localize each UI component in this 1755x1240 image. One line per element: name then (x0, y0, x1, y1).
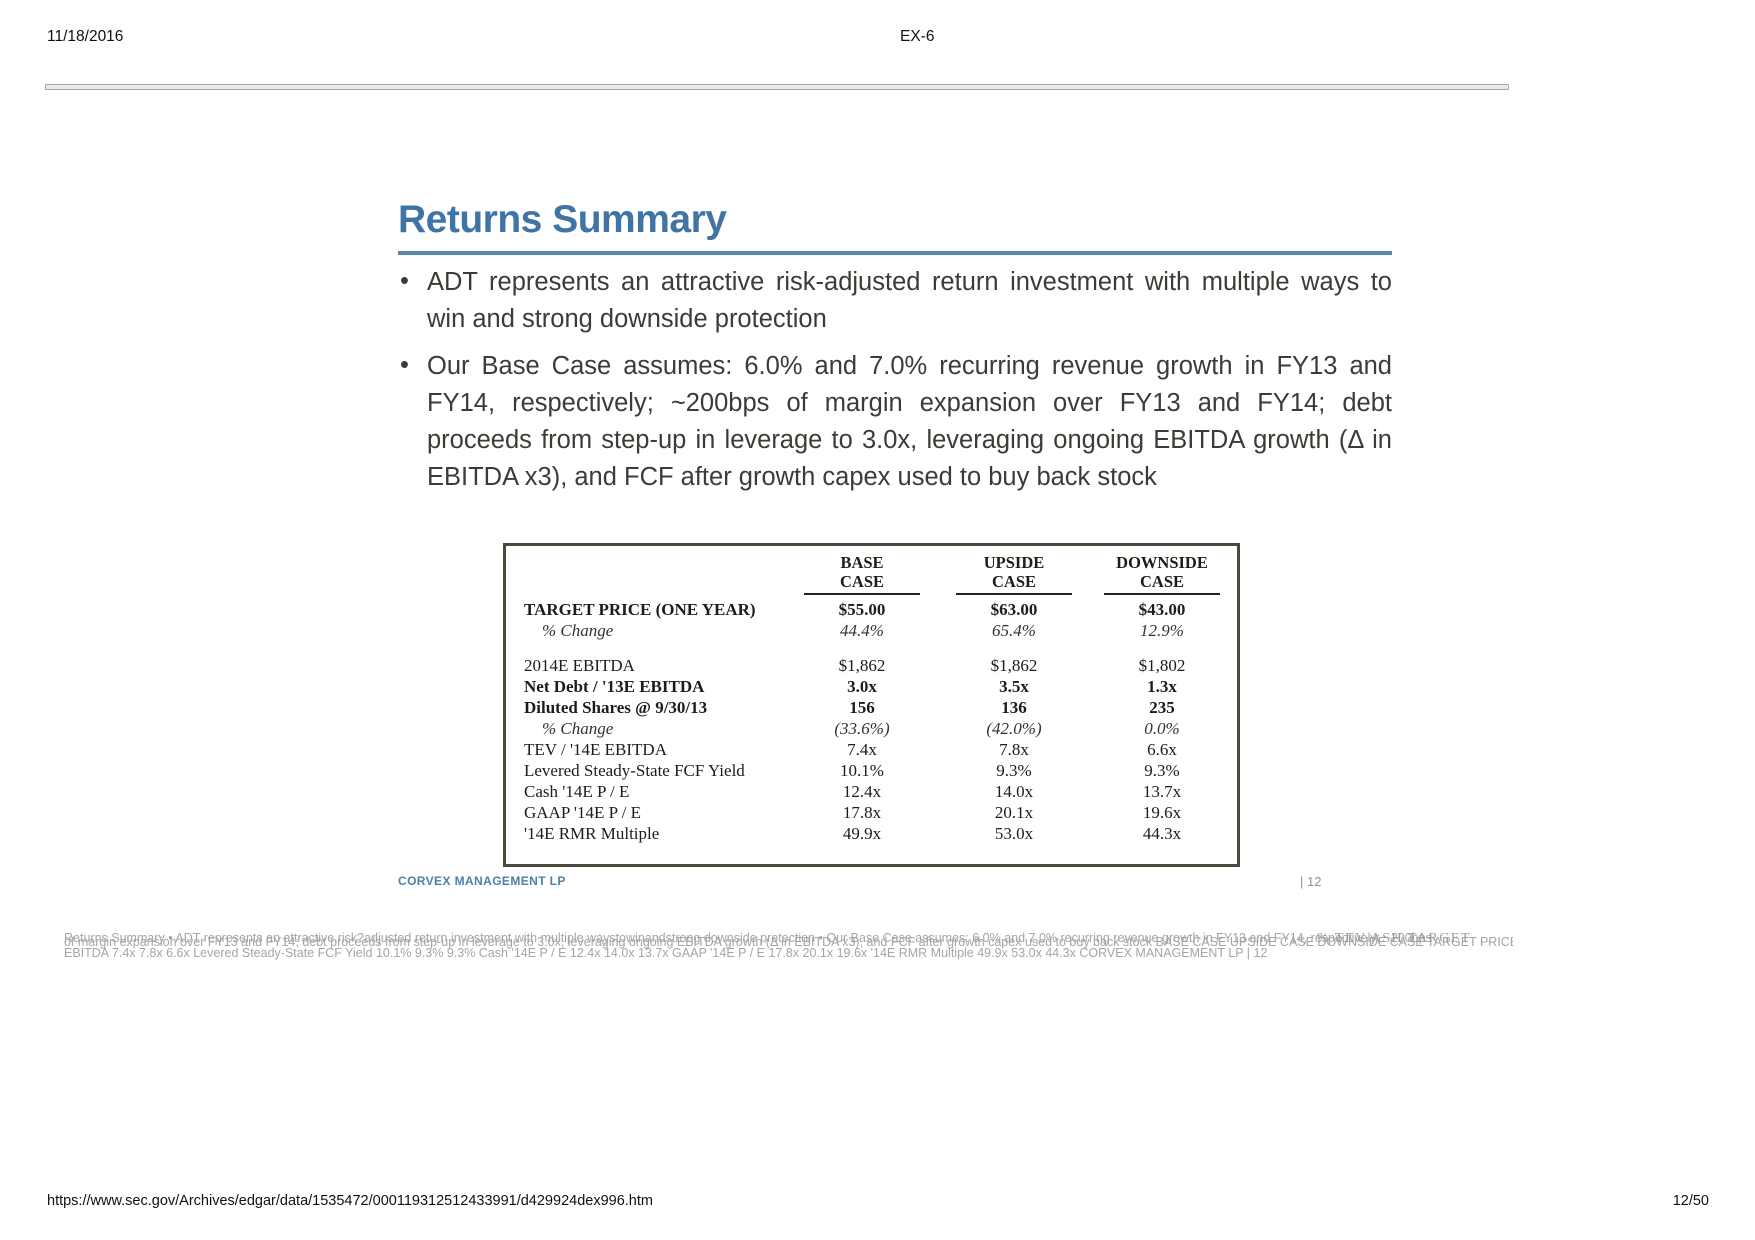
row-value: 12.9% (1140, 621, 1184, 640)
row-value: 10.1% (840, 761, 884, 780)
row-value: 12.4x (842, 782, 882, 801)
row-value: 9.3% (1144, 761, 1180, 780)
row-label: GAAP '14E P / E (524, 803, 642, 822)
row-value: 44.4% (840, 621, 884, 640)
column-header-downside: DOWNSIDE CASE (1090, 553, 1234, 595)
row-value: 65.4% (992, 621, 1036, 640)
column-header-upside: UPSIDE CASE (938, 553, 1090, 595)
row-value: 7.4x (847, 740, 877, 759)
table-row: Net Debt / '13E EBITDA 3.0x 3.5x 1.3x (506, 676, 1237, 697)
column-header-base: BASE CASE (786, 553, 938, 595)
bullet-marker: • (400, 267, 409, 295)
row-value: $43.00 (1138, 600, 1186, 619)
row-value: $1,862 (838, 656, 886, 675)
source-url: https://www.sec.gov/Archives/edgar/data/… (47, 1193, 653, 1209)
row-value: 235 (1149, 698, 1175, 717)
row-value (786, 641, 938, 655)
row-value: 136 (1001, 698, 1027, 717)
table-body: TARGET PRICE (ONE YEAR) $55.00 $63.00 $43.0… (506, 595, 1237, 844)
row-value: 53.0x (994, 824, 1034, 843)
slide-title: Returns Summary (398, 198, 727, 241)
row-value: 7.8x (999, 740, 1029, 759)
bullet-item: • Our Base Case assumes: 6.0% and 7.0% r… (398, 348, 1392, 496)
table-row: 2014E EBITDA $1,862 $1,862 $1,802 (506, 655, 1237, 676)
row-value: $1,802 (1138, 656, 1186, 675)
table-row: Diluted Shares @ 9/30/13 156 136 235 (506, 697, 1237, 718)
row-value: $63.00 (990, 600, 1038, 619)
header-line1: UPSIDE (983, 553, 1045, 572)
row-label: TEV / '14E EBITDA (524, 740, 667, 759)
header-line2: CASE (956, 572, 1072, 595)
header-spacer (506, 553, 786, 595)
row-label: 2014E EBITDA (524, 656, 635, 675)
row-label: Diluted Shares @ 9/30/13 (524, 698, 708, 717)
row-value: 0.0% (1144, 719, 1180, 738)
row-label: % Change (542, 621, 614, 640)
table-row (506, 641, 1237, 655)
table-row: '14E RMR Multiple 49.9x 53.0x 44.3x (506, 823, 1237, 844)
row-value: $55.00 (838, 600, 886, 619)
row-label: TARGET PRICE (ONE YEAR) (524, 600, 756, 619)
row-value: 20.1x (994, 803, 1034, 822)
row-value: 49.9x (842, 824, 882, 843)
table-row: TEV / '14E EBITDA 7.4x 7.8x 6.6x (506, 739, 1237, 760)
title-underline (398, 251, 1392, 255)
slide-page-number: | 12 (1300, 874, 1322, 889)
row-value: 3.5x (999, 677, 1029, 696)
bullet-text: Our Base Case assumes: 6.0% and 7.0% rec… (427, 352, 1392, 491)
table-row: % Change (33.6%) (42.0%) 0.0% (506, 718, 1237, 739)
row-value: (42.0%) (986, 719, 1042, 738)
row-value: 17.8x (842, 803, 882, 822)
row-value: 1.3x (1147, 677, 1177, 696)
table-row: TARGET PRICE (ONE YEAR) $55.00 $63.00 $43.0… (506, 599, 1237, 620)
slide-footer-company: CORVEX MANAGEMENT LP (398, 874, 566, 888)
table-row: GAAP '14E P / E 17.8x 20.1x 19.6x (506, 802, 1237, 823)
row-value (1090, 641, 1234, 655)
table-header-row: BASE CASE UPSIDE CASE DOWNSIDE CASE (506, 546, 1237, 595)
row-label: Levered Steady-State FCF Yield (524, 761, 745, 780)
returns-table: BASE CASE UPSIDE CASE DOWNSIDE CASE TARG… (503, 543, 1240, 867)
row-label: Cash '14E P / E (524, 782, 630, 801)
bullet-list: • ADT represents an attractive risk-adju… (398, 264, 1392, 506)
artifact-tail: % TEV ASH TARGET (1317, 931, 1471, 946)
header-line2: CASE (1104, 572, 1220, 595)
row-value: 13.7x (1142, 782, 1182, 801)
row-value: (33.6%) (834, 719, 890, 738)
row-value: 156 (849, 698, 875, 717)
table-row: % Change 44.4% 65.4% 12.9% (506, 620, 1237, 641)
row-value (938, 641, 1090, 655)
artifact-line: of margin expansion over FY13 and FY14; … (64, 935, 1513, 949)
row-value: 14.0x (994, 782, 1034, 801)
header-line2: CASE (804, 572, 920, 595)
row-value: $1,862 (990, 656, 1038, 675)
artifact-line: EBITDA 7.4x 7.8x 6.6x Levered Steady-Sta… (64, 946, 1268, 960)
row-label: '14E RMR Multiple (524, 824, 660, 843)
slide-image: Returns Summary • ADT represents an attr… (398, 198, 1392, 898)
artifact-line: Returns Summary • ADT represents an attr… (64, 931, 1432, 945)
table-row: Levered Steady-State FCF Yield 10.1% 9.3% 9… (506, 760, 1237, 781)
bullet-item: • ADT represents an attractive risk-adju… (398, 264, 1392, 338)
row-value: 44.3x (1142, 824, 1182, 843)
table-row: Cash '14E P / E 12.4x 14.0x 13.7x (506, 781, 1237, 802)
header-line1: BASE (840, 553, 884, 572)
exhibit-label: EX-6 (900, 28, 935, 45)
bullet-text: ADT represents an attractive risk-adjust… (427, 268, 1392, 333)
row-label (506, 641, 786, 655)
row-value: 9.3% (996, 761, 1032, 780)
row-label: % Change (542, 719, 614, 738)
bullet-marker: • (400, 351, 409, 379)
horizontal-rule (45, 84, 1509, 90)
alt-text-artifact: Returns Summary • ADT represents an attr… (64, 931, 1513, 969)
print-page-indicator: 12/50 (1672, 1193, 1709, 1209)
row-label: Net Debt / '13E EBITDA (524, 677, 705, 696)
print-date: 11/18/2016 (47, 28, 124, 45)
row-value: 6.6x (1147, 740, 1177, 759)
row-value: 19.6x (1142, 803, 1182, 822)
header-line1: DOWNSIDE (1116, 553, 1208, 572)
row-value: 3.0x (847, 677, 877, 696)
